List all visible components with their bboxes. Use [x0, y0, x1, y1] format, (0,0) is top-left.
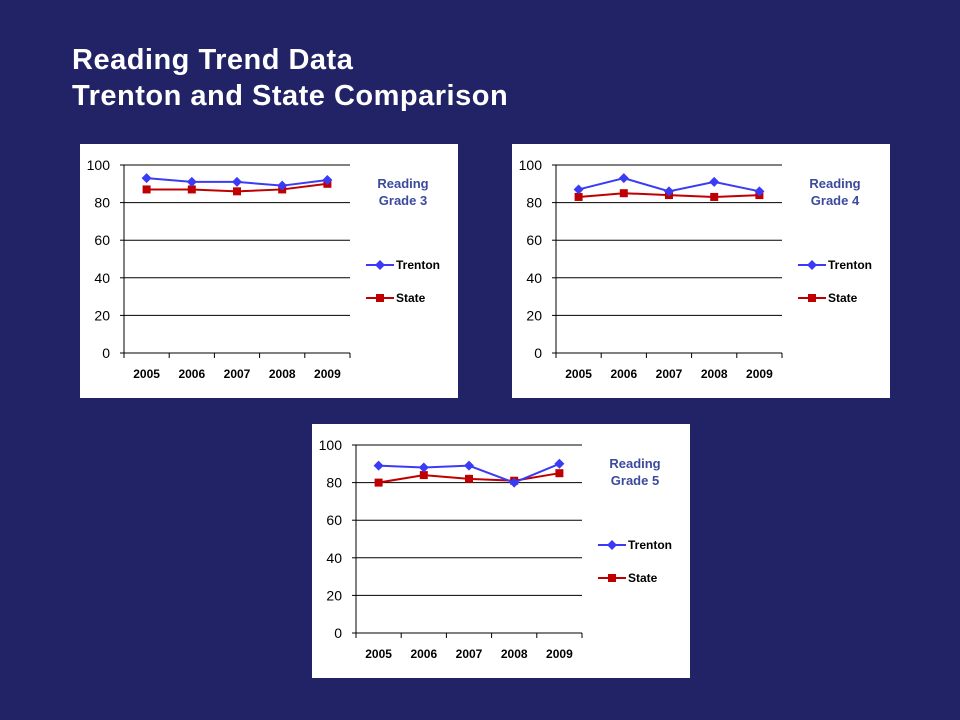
y-tick-label: 80 — [526, 195, 542, 211]
chart-title-line: Grade 4 — [811, 193, 860, 208]
x-tick-label: 2006 — [178, 367, 205, 381]
data-point-state — [619, 189, 628, 198]
x-tick-label: 2007 — [656, 367, 683, 381]
chart-title-line: Reading — [809, 176, 860, 191]
slide-title-line-1: Reading Trend Data — [72, 44, 354, 76]
data-point-trenton — [373, 460, 384, 471]
y-tick-label: 60 — [326, 512, 342, 528]
chart-grade-3: 0 20 40 60 80 100 2005 2006 2007 2008 2009 Reading G… — [87, 157, 440, 381]
data-point-state — [555, 469, 564, 478]
x-tick-label: 2005 — [565, 367, 592, 381]
chart-panel-grade-3: 0 20 40 60 80 100 2005 2006 2007 2008 2009 Reading G… — [80, 144, 458, 398]
chart-panel-grade-4: 0 20 40 60 80 100 2005 2006 2007 2008 2009 Reading G… — [512, 144, 890, 398]
chart-title-line: Reading — [377, 176, 428, 191]
slide-title: Reading Trend Data Trenton and State Com… — [72, 42, 508, 114]
chart-grade-4: 0 20 40 60 80 100 2005 2006 2007 2008 2009 Reading G… — [519, 157, 872, 381]
x-tick-label: 2005 — [365, 647, 392, 661]
chart-title-line: Reading — [609, 456, 660, 471]
legend-marker-state — [808, 294, 816, 302]
x-tick-label: 2009 — [746, 367, 773, 381]
y-tick-label: 20 — [326, 587, 342, 603]
data-point-state — [574, 192, 583, 201]
y-tick-label: 0 — [334, 625, 342, 641]
x-tick-label: 2007 — [456, 647, 483, 661]
data-point-trenton — [618, 173, 629, 184]
data-point-trenton — [754, 186, 765, 197]
data-point-trenton — [232, 176, 242, 187]
x-tick-label: 2008 — [701, 367, 728, 381]
legend-label-state: State — [396, 291, 426, 305]
legend-marker-trenton — [807, 260, 817, 270]
chart-panel-grade-5: 0 20 40 60 80 100 2005 2006 2007 2008 2009 Reading G… — [312, 424, 690, 678]
data-point-trenton — [464, 460, 474, 471]
x-tick-label: 2006 — [610, 367, 637, 381]
legend-marker-trenton — [607, 540, 617, 550]
data-point-trenton — [277, 180, 288, 191]
data-point-trenton — [418, 462, 429, 473]
y-tick-label: 40 — [94, 270, 110, 286]
legend-label-trenton: Trenton — [628, 538, 672, 552]
data-point-trenton — [322, 175, 333, 186]
data-point-trenton — [664, 186, 674, 197]
legend-label-state: State — [828, 291, 858, 305]
data-point-trenton — [573, 184, 584, 195]
chart-title-line: Grade 5 — [611, 473, 659, 488]
legend-label-state: State — [628, 571, 658, 585]
y-tick-label: 20 — [526, 307, 542, 323]
x-tick-label: 2007 — [224, 367, 251, 381]
data-point-state — [142, 185, 151, 194]
legend-marker-state — [608, 574, 616, 582]
y-tick-label: 100 — [519, 157, 543, 173]
data-point-trenton — [509, 477, 520, 488]
chart-title-line: Grade 3 — [379, 193, 427, 208]
legend-label-trenton: Trenton — [396, 258, 440, 272]
y-tick-label: 60 — [526, 232, 542, 248]
y-tick-label: 60 — [94, 232, 110, 248]
y-tick-label: 40 — [526, 270, 542, 286]
x-tick-label: 2006 — [410, 647, 437, 661]
y-tick-label: 20 — [94, 307, 110, 323]
data-point-trenton — [709, 176, 720, 187]
y-tick-label: 80 — [94, 195, 110, 211]
data-point-state — [465, 474, 473, 483]
data-point-state — [710, 192, 719, 201]
data-point-state — [419, 471, 428, 480]
y-tick-label: 0 — [102, 345, 110, 361]
legend-marker-state — [376, 294, 384, 302]
chart-grade-5: 0 20 40 60 80 100 2005 2006 2007 2008 2009 Reading G… — [319, 437, 672, 661]
data-point-trenton — [141, 173, 152, 184]
x-tick-label: 2009 — [546, 647, 573, 661]
x-tick-label: 2008 — [501, 647, 528, 661]
y-tick-label: 100 — [87, 157, 111, 173]
data-point-state — [187, 185, 196, 194]
y-tick-label: 40 — [326, 550, 342, 566]
y-tick-label: 80 — [326, 475, 342, 491]
x-tick-label: 2009 — [314, 367, 341, 381]
x-tick-label: 2005 — [133, 367, 160, 381]
data-point-trenton — [554, 458, 565, 469]
data-point-trenton — [186, 176, 197, 187]
y-tick-label: 0 — [534, 345, 542, 361]
data-point-state — [374, 478, 383, 487]
x-tick-label: 2008 — [269, 367, 296, 381]
slide-title-line-2: Trenton and State Comparison — [72, 80, 509, 112]
y-tick-label: 100 — [319, 437, 343, 453]
data-point-state — [233, 187, 241, 196]
legend-label-trenton: Trenton — [828, 258, 872, 272]
legend-marker-trenton — [375, 260, 385, 270]
